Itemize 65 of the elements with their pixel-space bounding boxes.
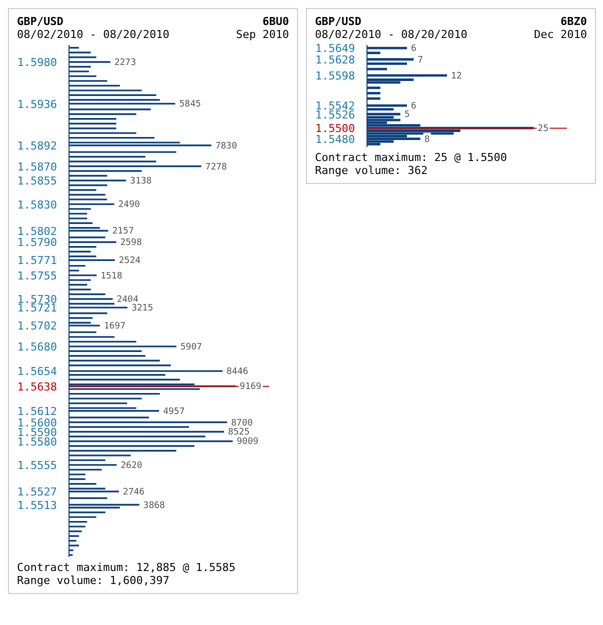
y-tick-label: 1.5870: [17, 160, 57, 174]
data-label: 8700: [231, 418, 253, 428]
y-tick-label: 1.5892: [17, 140, 57, 153]
y-tick-label: 1.5771: [17, 254, 57, 268]
data-label: 5907: [180, 342, 202, 352]
y-tick-label: 1.5598: [315, 70, 355, 83]
y-tick-label: 1.5527: [17, 486, 57, 499]
y-tick-label: 1.5680: [17, 340, 57, 354]
text: Contract maximum: 12,885 @ 1.5585: [17, 561, 237, 574]
data-label: 9169: [240, 382, 262, 392]
data-label: 8: [424, 134, 430, 145]
y-tick-label: 1.5654: [17, 365, 58, 378]
text: Range volume: 1,600,397: [17, 574, 170, 587]
data-label: 2620: [120, 460, 142, 471]
data-label: 2157: [112, 226, 134, 237]
text: 6BU0: [262, 15, 289, 28]
y-tick-label: 1.5755: [17, 269, 57, 282]
data-label: 7830: [215, 141, 238, 152]
y-tick-label: 1.5702: [17, 320, 57, 333]
y-tick-label: 1.5830: [17, 198, 57, 212]
y-tick-label: 1.5802: [17, 224, 57, 238]
data-label: 7: [418, 55, 424, 66]
y-tick-label: 1.5649: [315, 42, 355, 56]
y-tick-label: 1.5513: [17, 498, 57, 512]
data-label: 12: [451, 71, 462, 82]
data-label: 7278: [205, 162, 227, 172]
chart-title: GBP/USD: [17, 15, 64, 28]
data-label: 2746: [122, 487, 145, 498]
data-label: 1518: [100, 271, 122, 282]
data-label: 5845: [179, 100, 201, 110]
data-label: 6: [411, 44, 416, 54]
y-tick-label: 1.5936: [17, 98, 57, 111]
y-tick-label: 1.5790: [17, 236, 57, 250]
data-label: 3215: [131, 304, 154, 314]
text: 6BZ0: [560, 15, 587, 28]
text: Range volume: 362: [315, 164, 429, 177]
data-label: 2524: [118, 256, 141, 266]
y-tick-label: 1.5480: [315, 132, 355, 146]
y-tick-label: 1.5855: [17, 174, 57, 188]
chart-subtitle: 08/02/2010 - 08/20/2010: [315, 28, 468, 41]
y-tick-label: 1.5980: [17, 56, 57, 70]
data-label: 9009: [236, 437, 258, 448]
y-tick-label: 1.5638: [17, 380, 57, 394]
chart-title: GBP/USD: [315, 15, 362, 28]
data-label: 2404: [116, 295, 138, 306]
data-label: 8446: [226, 367, 248, 378]
data-label: 3868: [143, 500, 165, 511]
y-tick-label: 1.5500: [315, 122, 355, 136]
data-label: 8525: [228, 428, 250, 438]
y-tick-label: 1.5612: [17, 404, 57, 418]
data-label: 1697: [104, 322, 126, 332]
data-label: 2598: [120, 238, 142, 248]
data-label: 5: [404, 110, 410, 120]
text: Dec 2010: [534, 28, 587, 41]
data-label: 2490: [118, 200, 140, 210]
data-label: 2273: [114, 58, 136, 68]
data-label: 3138: [130, 176, 152, 186]
text: Sep 2010: [236, 28, 289, 41]
y-tick-label: 1.5628: [315, 53, 355, 66]
y-tick-label: 1.5555: [17, 459, 57, 472]
data-label: 25: [538, 124, 549, 134]
data-label: 6: [411, 102, 416, 112]
chart-subtitle: 08/02/2010 - 08/20/2010: [17, 28, 170, 41]
text: Contract maximum: 25 @ 1.5500: [315, 151, 508, 164]
data-label: 4957: [163, 406, 185, 417]
